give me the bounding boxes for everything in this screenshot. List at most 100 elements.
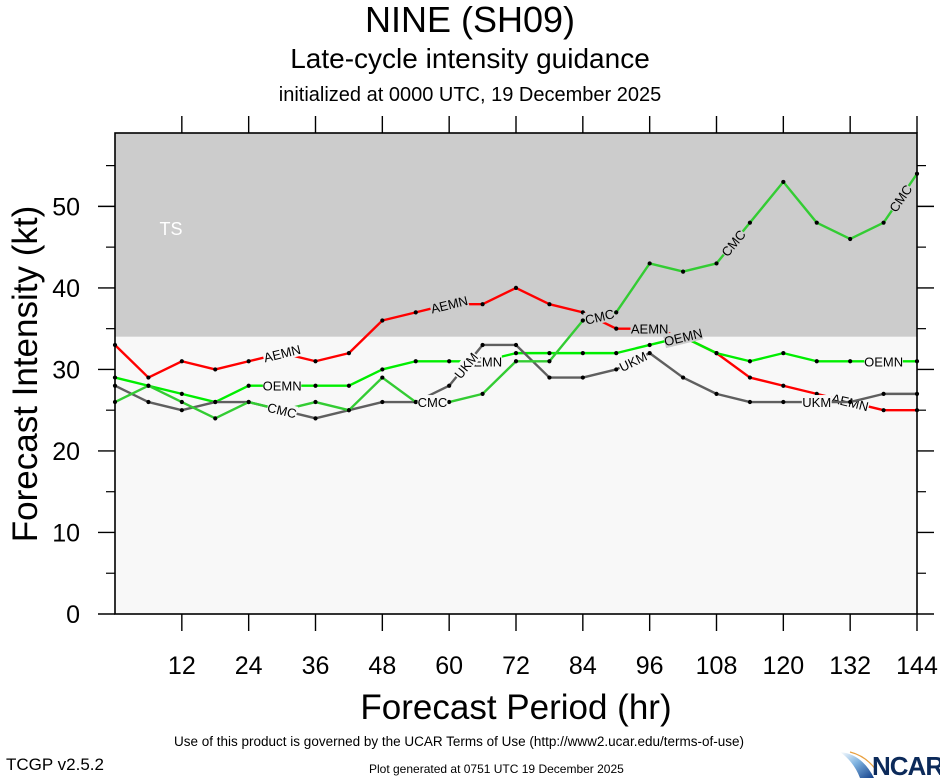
x-tick-label: 84 xyxy=(569,652,597,680)
data-point xyxy=(647,351,652,356)
y-tick-label: 30 xyxy=(52,356,80,384)
band-label: TS xyxy=(160,219,183,239)
data-point xyxy=(747,375,753,380)
data-point xyxy=(881,391,886,396)
chart-subtitle: Late-cycle intensity guidance xyxy=(290,43,650,74)
data-point xyxy=(213,399,218,405)
data-point xyxy=(714,351,719,356)
data-point xyxy=(714,391,719,396)
series-label-bg xyxy=(265,399,299,421)
data-point xyxy=(513,342,519,348)
series-label-bg xyxy=(886,181,915,215)
y-tick-label: 50 xyxy=(52,193,80,221)
data-point xyxy=(781,383,786,388)
series-label-bg xyxy=(801,395,832,410)
data-point xyxy=(547,359,552,364)
data-point xyxy=(246,383,251,388)
data-point xyxy=(413,310,418,315)
series-label-bg xyxy=(583,306,616,327)
data-point xyxy=(614,367,619,372)
y-tick-label: 0 xyxy=(66,601,80,629)
series-label-bg xyxy=(262,378,302,393)
data-point xyxy=(614,351,619,356)
data-point xyxy=(146,383,151,388)
data-point xyxy=(580,375,585,380)
series-label: UKM xyxy=(802,395,831,410)
data-point xyxy=(380,367,385,372)
band-below-ts xyxy=(115,336,917,614)
data-point xyxy=(447,359,452,364)
x-tick-label: 48 xyxy=(368,652,396,680)
y-tick-label: 10 xyxy=(52,519,80,547)
series-label-bg xyxy=(630,321,669,336)
data-point xyxy=(547,351,552,356)
data-point xyxy=(614,326,619,331)
data-point xyxy=(480,342,485,348)
series-label-bg xyxy=(662,325,704,349)
x-tick-label: 60 xyxy=(435,652,463,680)
series-label: OEMN xyxy=(263,379,302,394)
y-tick-label: 40 xyxy=(52,275,80,303)
data-point xyxy=(313,383,318,388)
series-label-bg xyxy=(451,349,481,382)
data-point xyxy=(848,399,853,405)
data-point xyxy=(146,399,151,405)
data-point xyxy=(781,351,786,356)
data-point xyxy=(513,359,519,364)
data-point xyxy=(213,416,218,421)
x-axis-label: Forecast Period (hr) xyxy=(360,688,671,727)
data-point xyxy=(814,359,819,364)
data-point xyxy=(413,399,418,405)
data-point xyxy=(413,359,418,364)
data-point xyxy=(179,391,184,396)
data-point xyxy=(580,318,585,323)
data-point xyxy=(647,342,652,348)
data-point xyxy=(346,408,352,413)
data-point xyxy=(346,351,352,356)
data-point xyxy=(480,302,485,307)
data-point xyxy=(447,383,452,388)
y-axis-ticks: 0 10 20 30 40 50 xyxy=(52,165,934,629)
data-point xyxy=(513,351,519,356)
series-label-bg xyxy=(718,227,749,260)
x-tick-label: 24 xyxy=(235,652,263,680)
data-point xyxy=(513,285,519,290)
x-axis-ticks: 12 24 36 48 60 72 84 96 108 120 132 144 xyxy=(168,116,938,680)
chart-init-time: initialized at 0000 UTC, 19 December 202… xyxy=(278,84,662,106)
data-point xyxy=(547,302,552,307)
data-point xyxy=(313,416,318,421)
x-tick-label: 96 xyxy=(636,652,664,680)
data-point xyxy=(380,375,385,380)
intensity-bands: TS xyxy=(115,133,917,614)
data-point xyxy=(881,408,886,413)
data-point xyxy=(480,391,485,396)
data-point xyxy=(246,399,251,405)
series-label-bg xyxy=(261,341,303,365)
series-label: CMC xyxy=(418,395,448,410)
x-tick-label: 132 xyxy=(829,652,871,680)
x-tick-label: 72 xyxy=(502,652,530,680)
data-point xyxy=(380,399,385,405)
data-point xyxy=(781,399,786,405)
data-point xyxy=(614,310,619,315)
data-point xyxy=(747,359,753,364)
series-label: CMC xyxy=(266,400,298,422)
series-label-bg xyxy=(428,292,470,316)
data-point xyxy=(246,359,251,364)
generated-timestamp: Plot generated at 0751 UTC 19 December 2… xyxy=(369,762,624,776)
data-point xyxy=(747,220,753,225)
data-point xyxy=(714,261,719,266)
data-point xyxy=(213,367,218,372)
y-tick-label: 20 xyxy=(52,438,80,466)
version-label: TCGP v2.5.2 xyxy=(6,755,104,774)
data-point xyxy=(447,399,452,405)
series-label-bg xyxy=(616,348,650,375)
ncar-logo-text: NCAR xyxy=(872,751,940,781)
data-point xyxy=(346,383,352,388)
data-point xyxy=(580,351,585,356)
data-point xyxy=(547,375,552,380)
data-point xyxy=(647,261,652,266)
data-point xyxy=(747,399,753,405)
data-point xyxy=(814,391,819,396)
